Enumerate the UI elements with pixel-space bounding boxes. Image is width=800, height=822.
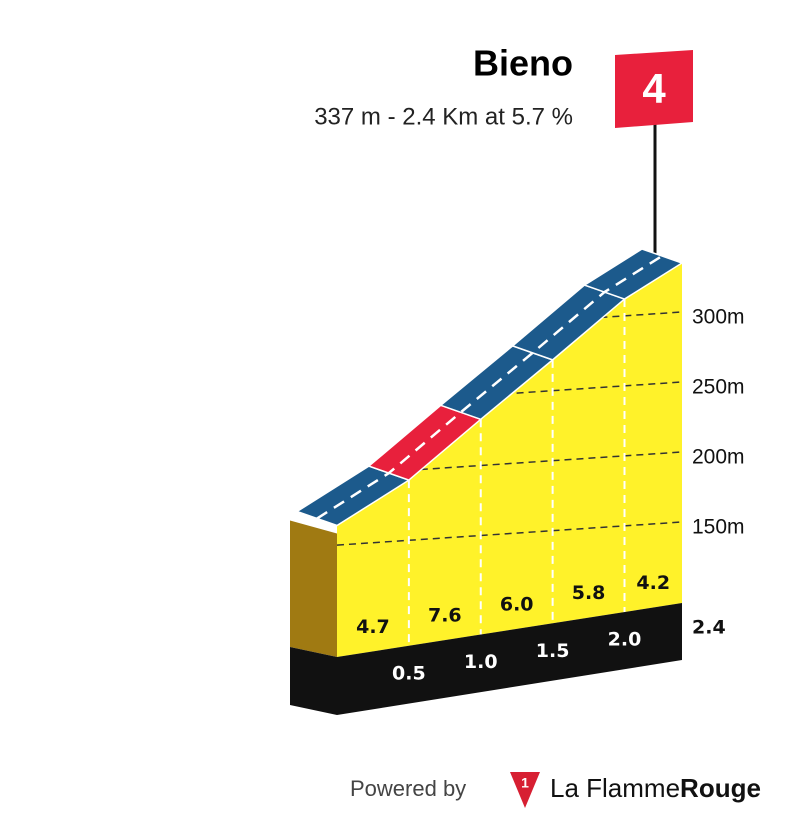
side-base bbox=[290, 647, 337, 715]
grid bbox=[337, 299, 682, 646]
brand-name: La Flamme bbox=[550, 773, 680, 803]
climb-category: 4 bbox=[642, 65, 666, 112]
x-tick-label: 0.5 bbox=[392, 662, 426, 684]
footer-prefix: Powered by bbox=[350, 776, 466, 801]
x-tick-label: 1.5 bbox=[536, 640, 570, 662]
flag bbox=[615, 50, 693, 128]
gradient-label: 6.0 bbox=[500, 593, 534, 615]
logo-mark bbox=[510, 772, 540, 808]
km-band bbox=[337, 603, 682, 715]
road-centerline bbox=[316, 254, 663, 520]
y-tick-label: 300m bbox=[692, 306, 745, 329]
x-tick-label: 2.4 bbox=[692, 617, 726, 639]
gradient-label: 4.7 bbox=[356, 616, 390, 638]
footer-brand: La FlammeRouge bbox=[550, 773, 761, 803]
gradient-label: 4.2 bbox=[636, 572, 670, 594]
logo-text: 1 bbox=[521, 775, 529, 791]
gradient-label: 7.6 bbox=[428, 605, 462, 627]
chart-title: Bieno bbox=[473, 43, 573, 84]
y-tick-label: 150m bbox=[692, 516, 745, 539]
x-tick-label: 2.0 bbox=[608, 629, 642, 651]
gradient-label: 5.8 bbox=[572, 582, 606, 604]
brand-bold: Rouge bbox=[680, 773, 761, 803]
x-tick-label: 1.0 bbox=[464, 651, 498, 673]
profile-area bbox=[337, 263, 682, 657]
chart-subtitle: 337 m - 2.4 Km at 5.7 % bbox=[314, 103, 573, 130]
y-tick-label: 200m bbox=[692, 446, 745, 469]
y-tick-label: 250m bbox=[692, 376, 745, 399]
side-face bbox=[290, 520, 337, 657]
